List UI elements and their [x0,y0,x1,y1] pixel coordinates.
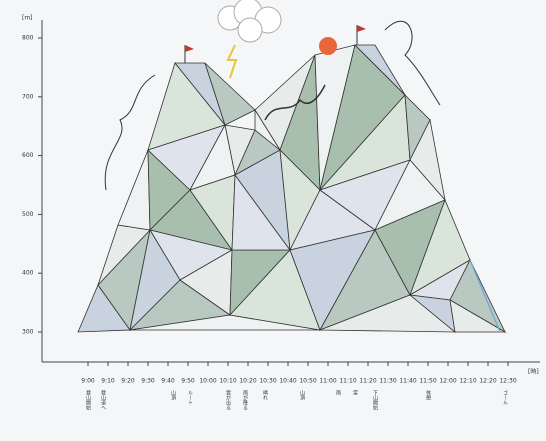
mountain [77,44,507,334]
caption: 山頂 [170,389,176,401]
x-tick-label: 9:40 [161,378,175,385]
facet [254,108,281,151]
caption: 山頂 [299,389,305,401]
x-tick-label: 11:40 [399,378,416,385]
x-tick-label: 10:40 [279,378,296,385]
caption: 休憩 [425,389,431,400]
x-tick-label: 10:20 [239,378,256,385]
x-tick-label: 11:10 [339,378,356,385]
y-tick-label: 300 [22,329,34,336]
caption: 雨が降る [242,390,248,410]
x-tick-label: 9:30 [141,378,155,385]
x-tick-label: 10:00 [199,378,216,385]
x-tick-label: 9:00 [81,378,95,385]
x-tick-label: 12:30 [499,378,516,385]
y-tick-label: 400 [22,270,34,277]
caption: 雲が出る [225,390,231,410]
caption: 登山開始 [85,389,91,411]
facet [354,44,406,96]
x-tick-label: 10:10 [219,378,236,385]
x-tick-label: 11:30 [379,378,396,385]
lightning [226,44,238,79]
sun [319,37,337,55]
x-tick-label: 12:10 [459,378,476,385]
caption: 登山道へ [100,389,106,410]
y-tick-label: 800 [22,35,34,42]
wind-arrow [104,74,156,191]
y-tick-label: 700 [22,93,34,100]
x-unit: [時] [528,368,539,376]
x-tick-label: 11:00 [319,378,336,385]
x-tick-label: 11:50 [419,378,436,385]
y-unit: [m] [22,15,33,22]
river [469,259,501,333]
wind-arrow [384,21,441,106]
storm-swirl [264,84,326,121]
facet [449,299,507,333]
x-tick-label: 9:10 [101,378,115,385]
x-tick-label: 9:20 [121,378,135,385]
cloud [217,0,282,43]
caption: ルート [187,390,193,405]
x-tick-label: 11:20 [359,378,376,385]
caption: 雨 [335,390,341,396]
y-tick-label: 600 [22,152,34,159]
x-tick-label: 12:20 [479,378,496,385]
x-tick-label: 9:50 [181,378,195,385]
caption: 雷 [352,390,358,396]
caption: 晴れ [262,389,268,401]
x-tick-label: 10:30 [259,378,276,385]
x-tick-label: 10:50 [299,378,316,385]
flag [184,45,194,63]
caption: ゴール [502,389,508,405]
x-tick-label: 12:00 [439,378,456,385]
flag [356,25,366,45]
caption: 下山開始 [372,390,378,411]
y-tick-label: 500 [22,211,34,218]
facet [204,62,256,126]
